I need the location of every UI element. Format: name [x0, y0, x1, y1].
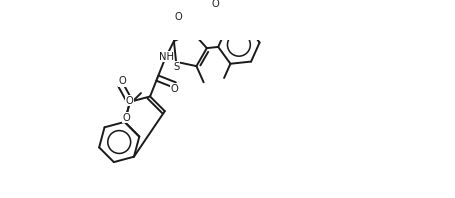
Text: O: O [125, 96, 133, 106]
Text: O: O [211, 0, 219, 9]
Text: S: S [172, 62, 179, 72]
Text: O: O [174, 12, 182, 22]
Text: NH: NH [158, 51, 173, 62]
Text: O: O [171, 84, 178, 94]
Text: O: O [122, 113, 130, 123]
Text: O: O [118, 76, 126, 87]
